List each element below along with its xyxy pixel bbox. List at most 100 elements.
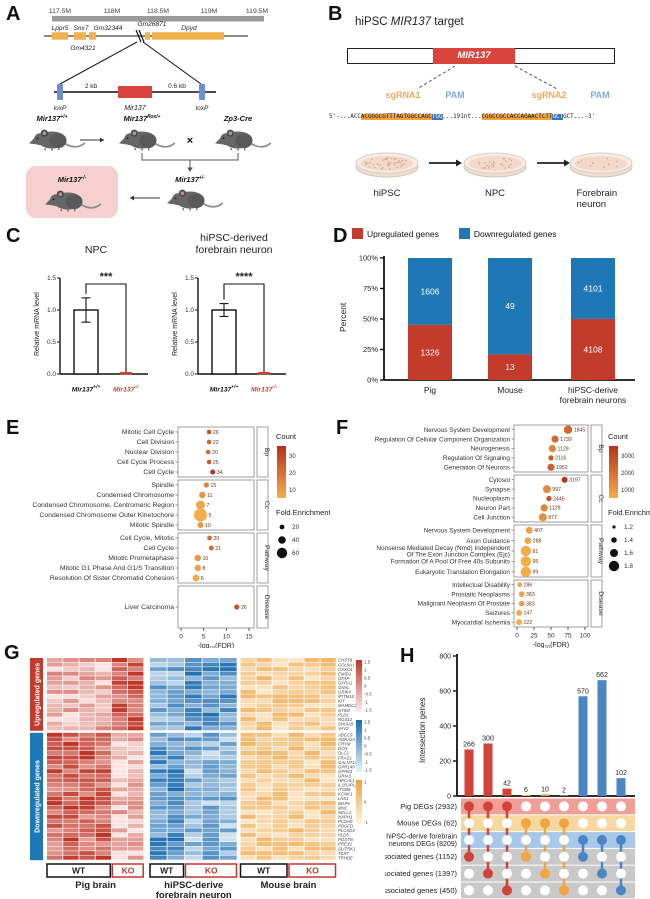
row-group-bar xyxy=(30,658,43,731)
set-label: neurons DEGs (8209) xyxy=(389,841,457,848)
heatmap-cell xyxy=(256,667,272,672)
heatmap-cell xyxy=(202,671,220,676)
heatmap-cell xyxy=(128,832,144,837)
heatmap-cell xyxy=(304,810,320,815)
heatmap-cell xyxy=(150,787,167,792)
heatmap-cell xyxy=(111,658,128,663)
heatmap-cell xyxy=(63,760,79,765)
term-label: Nervous System Development xyxy=(424,427,511,434)
heatmap-cell xyxy=(150,703,167,708)
heatmap-cell xyxy=(288,689,304,694)
heatmap-cell xyxy=(320,769,336,774)
heatmap-cell xyxy=(111,832,128,837)
ruler-tick: 117.5M xyxy=(49,8,72,15)
up-count: 4108 xyxy=(584,344,603,354)
heatmap-cell xyxy=(220,671,237,676)
heatmap-legend-gradient xyxy=(356,660,362,712)
matrix-dot-inactive xyxy=(464,868,474,879)
gene-label: GNAL xyxy=(338,685,350,690)
heatmap-cell xyxy=(79,694,95,699)
matrix-dot-inactive xyxy=(502,851,512,862)
heatmap-cell xyxy=(111,676,128,681)
heatmap-cell xyxy=(95,814,111,819)
heatmap-cell xyxy=(167,801,185,806)
cell-speckle xyxy=(379,164,382,167)
enrichment-dot xyxy=(542,485,551,494)
legend-tick-label: 1.5 xyxy=(364,720,371,725)
enrichment-dot xyxy=(548,444,556,453)
count-gradient xyxy=(609,446,618,498)
heatmap-cell xyxy=(304,755,320,760)
heatmap-cell xyxy=(111,685,128,690)
heatmap-cell xyxy=(47,658,63,663)
heatmap-cell xyxy=(256,685,272,690)
cell-speckle xyxy=(368,166,370,168)
fold-dot xyxy=(278,536,286,544)
heatmap-cell xyxy=(256,814,272,819)
heatmap-cell xyxy=(256,746,272,751)
heatmap-cell xyxy=(79,823,95,828)
heatmap-cell xyxy=(304,680,320,685)
legend-tick-label: -1 xyxy=(364,820,368,825)
heatmap-cell xyxy=(304,698,320,703)
term-label: Mitotic Spindle xyxy=(130,522,174,529)
heatmap-cell xyxy=(150,778,167,783)
loxp-box-left xyxy=(57,84,63,100)
up-segment xyxy=(408,324,452,380)
heatmap-cell xyxy=(256,851,272,856)
heatmap-cell xyxy=(288,778,304,783)
x-tick-label: 10 xyxy=(223,634,231,641)
cell-speckle xyxy=(507,164,510,167)
term-label: Cell Cycle Process xyxy=(117,459,175,466)
panel-c-qpcr-charts: NPC 0.0 0.5 1.0 1.5 Relative mRNA level *** M… xyxy=(0,222,330,415)
heatmap-cell xyxy=(63,837,79,842)
heatmap-cell xyxy=(256,751,272,756)
xlabel-wt: Mir137+/+ xyxy=(71,385,101,394)
gene-label: NXPH1 xyxy=(338,814,353,819)
heatmap-cell xyxy=(240,726,256,731)
heatmap-cell xyxy=(304,746,320,751)
heatmap-cell xyxy=(272,751,288,756)
heatmap-cell xyxy=(167,721,185,726)
fold-tick-label: 40 xyxy=(292,537,300,544)
heatmap-cell xyxy=(63,814,79,819)
gene-label: PDGFD xyxy=(338,824,353,829)
dish-neuron xyxy=(569,152,633,178)
heatmap-cell xyxy=(304,837,320,842)
heatmap-cell xyxy=(79,842,95,847)
term-label: Spindle xyxy=(151,482,174,489)
down-count: 1606 xyxy=(421,286,440,296)
heatmap-cell xyxy=(240,662,256,667)
heatmap-cell xyxy=(288,662,304,667)
gene-label: PLD5 xyxy=(338,833,349,838)
cell-speckle xyxy=(607,163,610,166)
heatmap-cell xyxy=(111,842,128,847)
heatmap-cell xyxy=(150,764,167,769)
heatmap-cell xyxy=(304,689,320,694)
cell-speckle xyxy=(489,161,491,163)
heatmap-cell xyxy=(111,732,128,737)
category-label: Mouse xyxy=(497,385,523,395)
term-label: Cytosol xyxy=(489,477,510,484)
heatmap-cell xyxy=(288,842,304,847)
gene-box-gm26871 xyxy=(145,32,150,40)
column-group-label: forebrain neuron xyxy=(156,890,232,899)
gene-label: GRIA3 xyxy=(338,773,352,778)
cell-speckle xyxy=(386,156,389,159)
enrichment-dot xyxy=(193,508,207,522)
heatmap-cell xyxy=(128,746,144,751)
heatmap-cell xyxy=(185,746,202,751)
heatmap-cell xyxy=(150,837,167,842)
heatmap-cell xyxy=(272,689,288,694)
insertion-break-mark xyxy=(135,29,145,43)
heatmap-cell xyxy=(79,796,95,801)
heatmap-cell xyxy=(320,737,336,742)
heatmap-cell xyxy=(288,698,304,703)
legend-tick-label: -0.5 xyxy=(364,692,372,697)
cell-speckle xyxy=(376,163,379,165)
dot-count-label: 997 xyxy=(552,487,561,493)
column-group-label: Pig brain xyxy=(75,880,116,891)
heatmap-cell xyxy=(63,846,79,851)
heatmap-cell xyxy=(185,828,202,833)
enrichment-dot xyxy=(520,566,532,577)
